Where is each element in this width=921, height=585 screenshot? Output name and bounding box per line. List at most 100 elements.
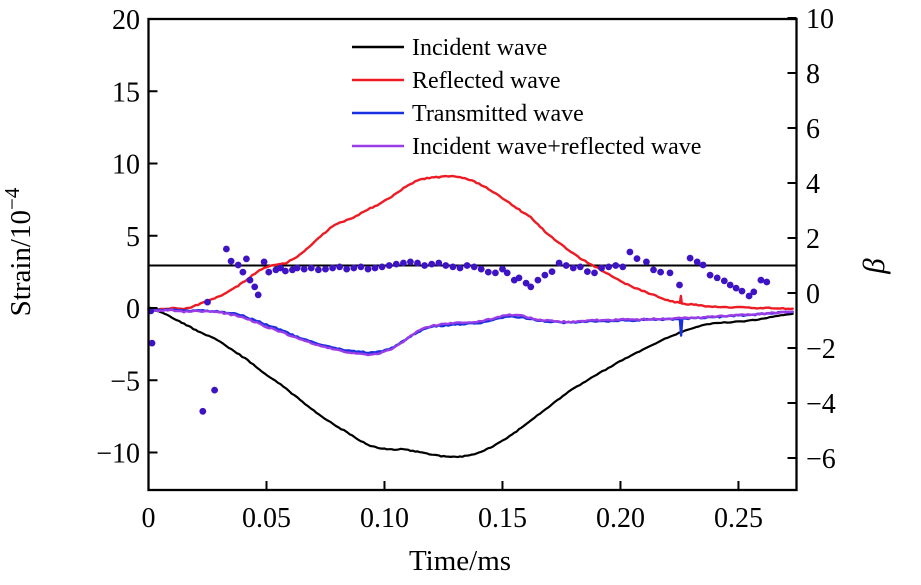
legend-label: Incident wave [412,35,547,61]
beta-data-point [541,271,549,279]
right-tick-label: 8 [806,59,820,90]
left-tick-label: −5 [110,366,140,397]
beta-data-point [307,264,315,272]
beta-data-point [204,298,211,306]
legend-item-transmitted-wave: Transmitted wave [352,101,584,127]
beta-data-point [657,268,664,276]
x-tick-label: 0.05 [242,503,291,534]
right-tick-label: 6 [806,114,820,145]
beta-data-point [763,278,771,286]
beta-data-point [364,265,372,273]
x-tick-label: 0.15 [478,503,527,534]
beta-data-point [693,258,701,266]
beta-data-point [199,407,207,415]
right-tick-label: 0 [806,279,820,310]
beta-data-point [282,267,289,275]
series-incident-wave-reflected-wave [147,308,794,357]
beta-data-point [515,274,523,282]
beta-data-point [605,263,613,271]
axis-tick-labels: 0 0.05 0.10 0.15 0.20 0.2520151050−5−10108642… [96,4,836,534]
beta-data-point [234,261,242,269]
beta-data-point [243,255,250,263]
beta-data-point [591,269,598,277]
x-tick-label: 0.20 [596,503,645,534]
beta-data-point [251,283,259,291]
x-axis-title: Time/ms [409,545,511,577]
axis-ticks [147,17,797,490]
beta-data-point [378,263,386,271]
beta-data-point [584,268,591,275]
beta-data-point [612,262,620,269]
plot-frame [147,17,798,492]
beta-data-point [484,268,492,276]
beta-data-point [576,263,584,271]
beta-data-point [548,268,556,275]
legend-item-reflected-wave: Reflected wave [352,68,561,94]
left-tick-label: 15 [112,77,140,108]
beta-data-point [750,288,758,296]
beta-data-point [211,386,219,394]
beta-data-point [322,265,329,273]
beta-data-point [626,248,634,256]
beta-data-point [371,264,379,272]
legend-item-incident-wave: Incident wave [352,35,547,61]
beta-data-point [357,263,365,271]
beta-data-point [527,283,535,291]
beta-data-point [407,258,414,266]
beta-data-point [633,255,641,262]
series-transmitted-wave [147,307,794,355]
beta-data-point [757,276,765,284]
beta-data-point [569,264,577,272]
beta-data-point [706,271,714,279]
right-tick-label: −4 [806,389,836,420]
beta-data-point [449,263,457,271]
left-tick-label: −10 [96,439,140,470]
legend: Incident wave Reflected wave Transmitted w… [352,35,701,160]
beta-data-point [227,257,235,265]
beta-data-point [686,254,694,262]
plot-area: 0 0.05 0.10 0.15 0.20 0.2520151050−5−10108642… [96,4,836,534]
legend-item-incident-wave-reflected-wave: Incident wave+reflected wave [352,134,701,160]
beta-data-point [265,268,273,276]
beta-data-point [350,264,358,272]
beta-data-point [492,269,499,277]
beta-data-point [329,264,336,272]
beta-data-point [421,262,428,269]
beta-data-point [148,339,156,347]
beta-data-point [726,281,734,289]
beta-data-point [699,261,707,269]
beta-data-point [666,269,674,277]
beta-data-point [477,265,485,273]
left-tick-label: 5 [126,222,140,253]
beta-data-point [246,276,254,284]
y-axis-title-right: β [856,258,891,275]
beta-data-point [385,262,393,269]
right-tick-label: −6 [806,444,836,475]
legend-label: Incident wave+reflected wave [412,134,701,160]
beta-data-point [428,260,436,268]
beta-data-point [745,292,753,300]
right-tick-label: −2 [806,334,836,365]
right-tick-label: 10 [806,4,834,35]
beta-scatter-points [147,245,771,415]
beta-data-point [456,264,464,272]
beta-data-point [442,262,450,269]
beta-data-point [534,276,542,284]
beta-data-point [555,259,563,267]
x-tick-label: 0.25 [714,503,763,534]
legend-label: Transmitted wave [412,101,584,127]
beta-data-point [260,258,268,266]
beta-data-point [300,265,308,273]
beta-data-point [650,266,657,274]
beta-data-point [720,277,728,285]
beta-data-point [315,266,322,274]
beta-data-point [598,264,605,272]
beta-data-point [239,268,247,276]
beta-data-point [713,274,721,282]
beta-data-point [643,258,650,266]
beta-data-point [619,263,627,271]
right-tick-label: 4 [806,169,820,200]
beta-data-point [463,262,471,269]
